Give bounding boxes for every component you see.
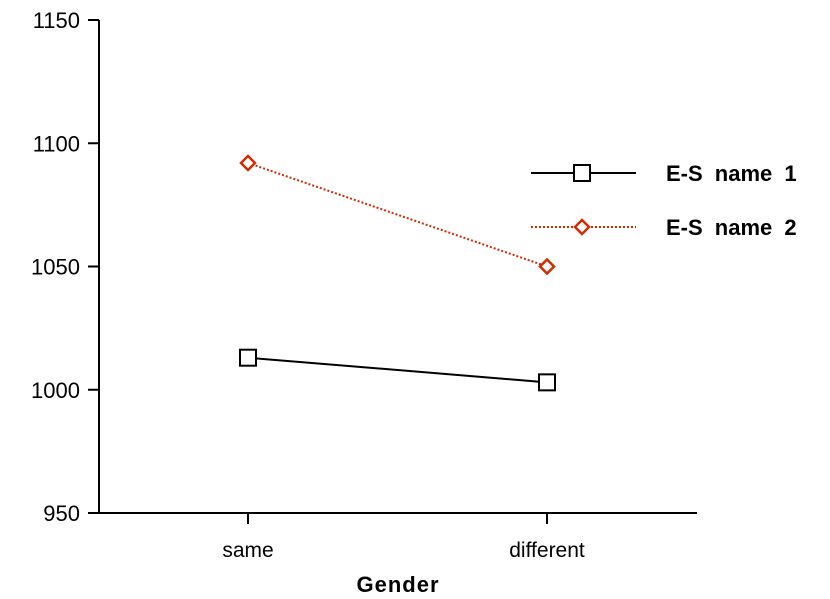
series-line	[247, 162, 548, 268]
legend-label: E-S name 2	[666, 215, 797, 240]
data-point	[538, 257, 556, 276]
data-point	[239, 348, 257, 367]
y-tick-label: 1100	[33, 131, 80, 156]
x-tick-label: same	[222, 539, 273, 562]
legend-label: E-S name 1	[666, 161, 797, 186]
series-2	[239, 154, 556, 276]
x-axis-ticks: same different	[222, 513, 585, 562]
y-axis-ticks: 950 1000 1050 1100 1150	[31, 8, 99, 526]
x-axis-title: Gender	[356, 572, 439, 597]
series-layer	[239, 154, 556, 392]
legend: E-S name 1 E-S name 2	[531, 161, 797, 240]
legend-item: E-S name 2	[531, 215, 797, 240]
y-tick-label: 1000	[31, 378, 80, 403]
series-line	[247, 356, 548, 384]
x-tick-label: different	[509, 539, 585, 562]
y-tick-label: 1050	[31, 255, 80, 280]
series-1	[239, 348, 556, 392]
data-point	[239, 154, 257, 172]
y-tick-label: 1150	[33, 8, 80, 33]
legend-marker	[573, 218, 591, 236]
data-point	[538, 373, 556, 392]
legend-marker	[573, 164, 591, 182]
y-tick-label: 950	[43, 501, 80, 526]
legend-item: E-S name 1	[531, 161, 797, 186]
